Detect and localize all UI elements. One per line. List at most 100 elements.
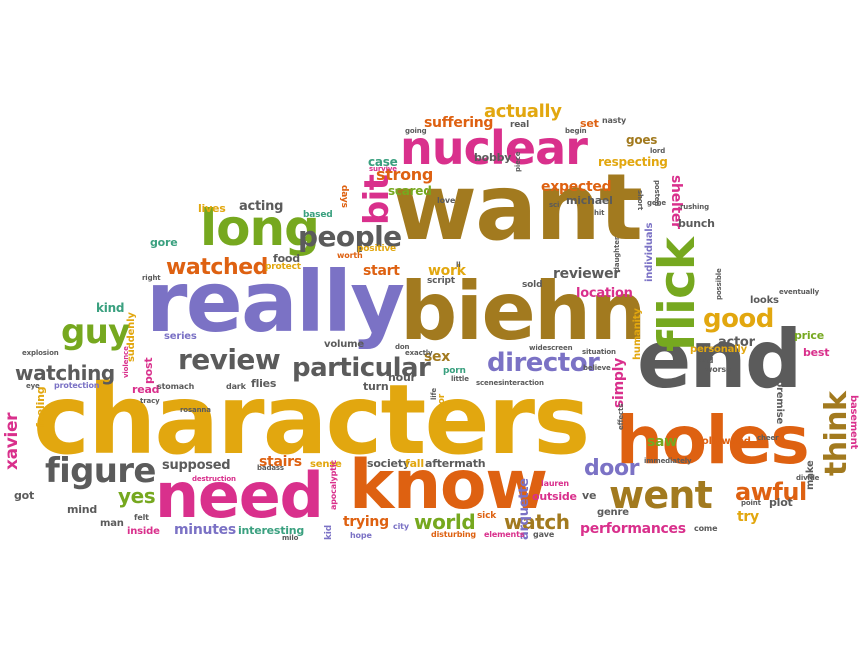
word: ve <box>582 489 597 502</box>
word: violence <box>122 346 130 378</box>
word: goes <box>626 133 658 147</box>
word: kind <box>96 301 125 315</box>
word: love <box>437 196 456 205</box>
word: lord <box>650 147 666 155</box>
word: horror <box>437 393 447 425</box>
word: supposed <box>162 458 231 473</box>
word: destruction <box>192 475 236 483</box>
word: fall <box>405 457 424 470</box>
word: case <box>368 155 398 169</box>
word: situation <box>582 348 616 356</box>
word: series <box>164 331 197 342</box>
word: hope <box>350 531 372 540</box>
word: post <box>142 357 155 384</box>
word: sci <box>549 201 560 209</box>
word: individuals <box>644 222 655 282</box>
word: nasty <box>602 116 627 125</box>
word: begin <box>565 127 587 135</box>
word: script <box>427 276 455 286</box>
word: short <box>636 190 644 211</box>
word: best <box>803 346 830 359</box>
word: trying <box>343 514 389 530</box>
word: scared <box>388 184 432 198</box>
word: disturbing <box>431 530 476 539</box>
word: dark <box>226 382 246 391</box>
word: survive <box>369 165 397 173</box>
word: inside <box>127 526 160 537</box>
word: eye <box>26 382 40 390</box>
word: flick <box>648 238 706 352</box>
word: elements <box>484 530 525 539</box>
word: daughter <box>613 236 621 272</box>
word: days <box>339 185 349 208</box>
word: yes <box>118 484 156 508</box>
word: review <box>178 343 281 376</box>
word: gave <box>533 530 555 539</box>
word: mind <box>67 503 98 516</box>
word: work <box>428 263 466 279</box>
word: gore <box>150 236 178 249</box>
word: need <box>155 459 324 532</box>
word: bunch <box>678 217 715 230</box>
word: people <box>298 220 402 253</box>
word: worth <box>337 251 363 260</box>
word: expected <box>541 179 612 195</box>
word: characters <box>33 364 590 476</box>
word: eventually <box>779 288 820 296</box>
word: city <box>393 522 409 531</box>
word: ll <box>456 261 461 269</box>
word: hit <box>594 209 605 217</box>
word: explosion <box>22 349 59 357</box>
word: right <box>142 274 161 282</box>
word: try <box>737 509 759 525</box>
word: awful <box>735 478 807 506</box>
word: humanity <box>632 308 643 360</box>
word: exactly <box>405 349 433 357</box>
word: food <box>273 252 300 265</box>
word: kid <box>324 525 334 540</box>
word: turn <box>363 380 389 393</box>
word: tracy <box>140 397 160 405</box>
word: porn <box>443 366 466 376</box>
word: director <box>487 348 600 378</box>
word: worse <box>705 365 732 374</box>
word: saw <box>647 434 677 450</box>
word: going <box>405 127 427 135</box>
word: bad <box>697 356 714 365</box>
word: milo <box>282 534 299 542</box>
word: sense <box>310 459 342 470</box>
word: strong <box>376 165 433 184</box>
word: guy <box>61 312 130 352</box>
word: actually <box>484 101 562 122</box>
word: price <box>794 329 824 342</box>
word: reviewer <box>553 266 620 282</box>
word: sex <box>424 349 451 365</box>
word: watch <box>504 510 570 534</box>
word: based <box>303 210 333 220</box>
word: acting <box>239 199 284 214</box>
word: nuclear <box>400 121 588 175</box>
word: real <box>510 120 529 130</box>
word: set <box>580 117 599 130</box>
word: personally <box>690 344 747 355</box>
word: basement <box>848 395 859 450</box>
word: piece <box>514 151 522 172</box>
word: gene <box>647 199 666 207</box>
word: badass <box>257 464 284 472</box>
word: end <box>637 313 802 406</box>
word: long <box>200 199 320 257</box>
word: cheer <box>757 434 779 442</box>
word: widescreen <box>529 344 573 352</box>
word: stomach <box>157 382 195 391</box>
word: got <box>14 489 35 502</box>
word: actor <box>718 335 755 350</box>
word: suffering <box>424 115 494 131</box>
word: start <box>363 263 400 279</box>
word: figure <box>45 451 156 491</box>
word: want <box>392 154 643 261</box>
word: feeling <box>34 386 47 428</box>
word: sick <box>477 511 497 521</box>
word: point <box>741 499 761 507</box>
word: watching <box>15 361 115 385</box>
